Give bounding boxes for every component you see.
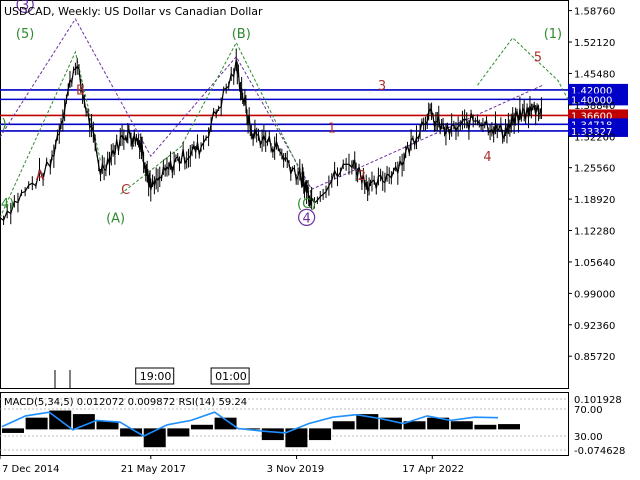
macd-bar [120,428,143,437]
indicator-tick-label: 70.00 [574,405,603,416]
wave-outline-green [0,50,102,218]
price-tick-label: 0.85720 [574,352,615,363]
price-line [0,59,542,222]
level-tag-label: 1.36600 [571,111,612,122]
price-tick-label: 1.05640 [574,258,615,269]
indicator-tick-label: -0.074628 [574,446,625,457]
x-tick-label: 7 Dec 2014 [2,464,60,475]
wave-label: (B) [232,27,251,42]
macd-bar [190,424,213,430]
macd-bar [332,421,355,430]
macd-bar [403,421,426,430]
price-tick-label: 1.45480 [574,69,615,80]
wave-label: (C) [297,197,316,212]
wave-outline-green [477,37,569,100]
level-tag [568,83,628,96]
time-marker-box [135,367,175,385]
price-tick-label: 1.18920 [574,195,615,206]
wave-label: A [36,169,45,184]
macd-bar [427,417,450,430]
wave-label: (4) [0,197,14,212]
price-tick-label: 1.25560 [574,164,615,175]
macd-bar [474,424,497,430]
macd-bar [379,417,402,430]
wave-label: (3) [0,117,7,132]
wave-label: B [76,84,85,99]
indicator-tick-label: 0.101928 [574,395,622,406]
macd-bar [450,421,473,430]
price-tick-label: 0.99000 [574,289,615,300]
wave-label: 5 [534,51,542,66]
x-tick-label: 17 Apr 2022 [402,464,464,475]
indicator-label: MACD(5,34,5) 0.012072 0.009872 RSI(14) 5… [4,397,247,408]
macd-bar [238,428,261,430]
macd-bar [261,428,284,441]
wave-label: 4 [483,150,491,165]
wave-label: 2 [358,169,366,184]
wave-label: C [121,183,130,198]
wave-label: (A) [106,211,125,226]
wave-label: 3 [21,0,29,13]
indicator-pane-frame [0,392,569,456]
level-tag [568,124,628,137]
price-pane-frame [0,0,569,389]
wave-label: 3 [378,79,386,94]
chart-title: USDCAD, Weekly: US Dollar vs Canadian Do… [4,5,263,18]
time-marker-label: 19:00 [140,370,172,383]
level-tag-label: 1.42000 [571,86,612,97]
wave-circle [16,0,34,14]
macd-bar [2,428,24,433]
macd-bar [309,428,332,441]
level-tag-label: 1.33327 [571,127,612,138]
wave-outline-green [120,41,313,195]
wave-outline-dashed [0,17,544,190]
price-tick-label: 0.92360 [574,321,615,332]
price-tick-label: 1.32200 [574,132,615,143]
macd-bar [285,428,308,448]
indicator-tick-label: 30.00 [574,432,603,443]
macd-bar [498,424,520,430]
wave-label: 1 [328,121,336,136]
price-series [0,48,542,226]
time-marker-label: 01:00 [215,370,247,383]
wave-label: 4 [302,211,310,226]
wave-label: (1) [544,27,562,42]
x-tick-label: 3 Nov 2019 [267,464,325,475]
price-tick-label: 1.38840 [574,101,615,112]
wave-label: (5) [16,27,34,42]
macd-bar [72,414,95,430]
macd-bar [96,421,119,430]
price-tick-label: 1.52120 [574,38,615,49]
x-tick-label: 21 May 2017 [121,464,186,475]
time-marker-box [210,367,250,385]
level-tag [568,93,628,106]
price-tick-label: 1.12280 [574,227,615,238]
price-tick-label: 1.58760 [574,7,615,18]
macd-bar [214,417,237,430]
rsi-line [1,411,499,438]
macd-bar [25,417,48,430]
macd-bar [167,428,190,437]
wave-circle [298,208,316,226]
level-tag-label: 1.40000 [571,95,612,106]
